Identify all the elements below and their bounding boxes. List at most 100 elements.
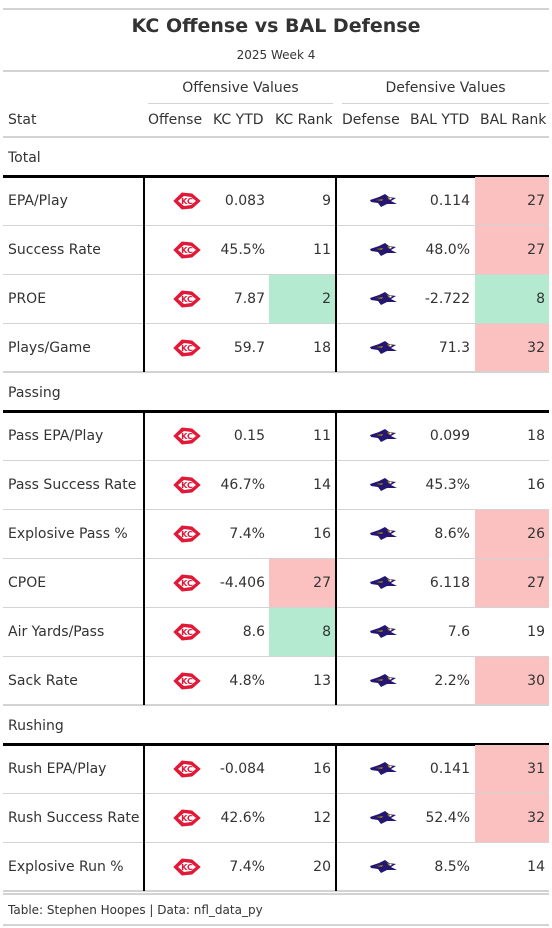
svg-text:KC: KC — [181, 765, 193, 774]
col-header-bal-rank: BAL Rank — [480, 112, 547, 128]
bal-rank-highlight — [475, 794, 549, 842]
kc-rank-value: 8 — [322, 624, 331, 640]
offense-divider — [143, 410, 145, 705]
kc-chiefs-arrowhead-icon: KC — [172, 475, 202, 495]
svg-text:KC: KC — [181, 579, 193, 588]
source-note: Table: Stephen Hoopes | Data: nfl_data_p… — [8, 903, 263, 917]
group-bottom-rule — [3, 371, 549, 373]
row-divider — [3, 460, 549, 461]
col-header-stat: Stat — [8, 112, 37, 128]
kc-rank-highlight — [269, 559, 335, 607]
kc-chiefs-arrowhead-icon: KC — [172, 191, 202, 211]
kc-ytd-value: -0.084 — [219, 761, 265, 777]
kc-chiefs-arrowhead-icon: KC — [172, 808, 202, 828]
bal-rank-value: 14 — [527, 859, 545, 875]
bal-ytd-value: 8.5% — [434, 859, 470, 875]
header-top-rule — [3, 70, 549, 72]
bal-rank-highlight — [475, 510, 549, 558]
group-rule — [3, 410, 549, 413]
svg-text:KC: KC — [181, 344, 193, 353]
stat-name: Pass Success Rate — [8, 477, 137, 493]
bal-rank-value: 26 — [527, 526, 545, 542]
bal-rank-value: 19 — [527, 624, 545, 640]
kc-ytd-value: 59.7 — [233, 340, 265, 356]
ravens-bird-icon — [369, 671, 399, 691]
bal-ytd-value: 2.2% — [434, 673, 470, 689]
row-divider — [3, 509, 549, 510]
bal-rank-value: 30 — [527, 673, 545, 689]
kc-rank-value: 11 — [313, 428, 331, 444]
table-row: PROE 7.87 2 -2.722 8 KC — [3, 275, 549, 324]
row-divider — [3, 793, 549, 794]
stat-name: Explosive Pass % — [8, 526, 128, 542]
bal-rank-value: 18 — [527, 428, 545, 444]
kc-rank-highlight — [269, 275, 335, 323]
group-bottom-rule — [3, 704, 549, 706]
kc-rank-value: 2 — [322, 291, 331, 307]
stat-name: Explosive Run % — [8, 859, 124, 875]
kc-chiefs-arrowhead-icon: KC — [172, 671, 202, 691]
kc-chiefs-arrowhead-icon: KC — [172, 338, 202, 358]
table-row: Explosive Pass % 7.4% 16 8.6% 26 KC — [3, 510, 549, 559]
kc-rank-value: 11 — [313, 242, 331, 258]
bal-ytd-value: 71.3 — [438, 340, 470, 356]
kc-ytd-value: 0.083 — [224, 193, 265, 209]
kc-ytd-value: 7.4% — [229, 859, 265, 875]
kc-rank-highlight — [269, 608, 335, 656]
svg-text:KC: KC — [181, 628, 193, 637]
ravens-bird-icon — [369, 338, 399, 358]
svg-text:KC: KC — [181, 481, 193, 490]
svg-text:KC: KC — [181, 295, 193, 304]
kc-rank-value: 14 — [313, 477, 331, 493]
kc-rank-value: 12 — [313, 810, 331, 826]
bal-ytd-value: 8.6% — [434, 526, 470, 542]
kc-chiefs-arrowhead-icon: KC — [172, 240, 202, 260]
stat-name: Rush EPA/Play — [8, 761, 107, 777]
table-row: Sack Rate 4.8% 13 2.2% 30 KC — [3, 657, 549, 706]
table-subtitle: 2025 Week 4 — [236, 48, 316, 62]
kc-ytd-value: 0.15 — [233, 428, 265, 444]
kc-chiefs-arrowhead-icon: KC — [172, 573, 202, 593]
stat-name: Plays/Game — [8, 340, 91, 356]
bal-rank-value: 16 — [527, 477, 545, 493]
svg-text:KC: KC — [181, 197, 193, 206]
ravens-bird-icon — [369, 808, 399, 828]
group-label: Passing — [8, 385, 61, 401]
kc-chiefs-arrowhead-icon: KC — [172, 857, 202, 877]
bal-ytd-value: 45.3% — [425, 477, 470, 493]
group-rule — [3, 743, 549, 746]
spanner-offensive-values: Offensive Values — [182, 80, 299, 96]
bal-ytd-value: 48.0% — [425, 242, 470, 258]
table-row: EPA/Play 0.083 9 0.114 27 KC — [3, 177, 549, 226]
col-header-offense: Offense — [148, 112, 203, 128]
bal-ytd-value: 0.099 — [429, 428, 470, 444]
row-divider — [3, 323, 549, 324]
table-row: Explosive Run % 7.4% 20 8.5% 14 KC — [3, 843, 549, 892]
kc-rank-value: 16 — [313, 761, 331, 777]
group-bottom-rule — [3, 890, 549, 892]
stat-name: PROE — [8, 291, 47, 307]
defense-divider — [335, 410, 337, 705]
row-divider — [3, 558, 549, 559]
stat-name: EPA/Play — [8, 193, 68, 209]
defense-divider — [335, 175, 337, 372]
bal-rank-highlight — [475, 324, 549, 372]
kc-rank-value: 18 — [313, 340, 331, 356]
bal-rank-highlight — [475, 177, 549, 225]
kc-ytd-value: 8.6 — [242, 624, 265, 640]
header-bottom-rule — [3, 136, 549, 138]
kc-rank-value: 13 — [313, 673, 331, 689]
group-label: Rushing — [8, 718, 64, 734]
stat-name: CPOE — [8, 575, 47, 591]
offense-divider — [143, 743, 145, 891]
kc-ytd-value: 42.6% — [220, 810, 265, 826]
ravens-bird-icon — [369, 622, 399, 642]
bal-ytd-value: -2.722 — [424, 291, 470, 307]
table-row: Pass EPA/Play 0.15 11 0.099 18 KC — [3, 412, 549, 461]
svg-text:KC: KC — [181, 814, 193, 823]
ravens-bird-icon — [369, 759, 399, 779]
svg-text:KC: KC — [181, 530, 193, 539]
ravens-bird-icon — [369, 857, 399, 877]
bal-rank-value: 27 — [527, 575, 545, 591]
ravens-bird-icon — [369, 191, 399, 211]
